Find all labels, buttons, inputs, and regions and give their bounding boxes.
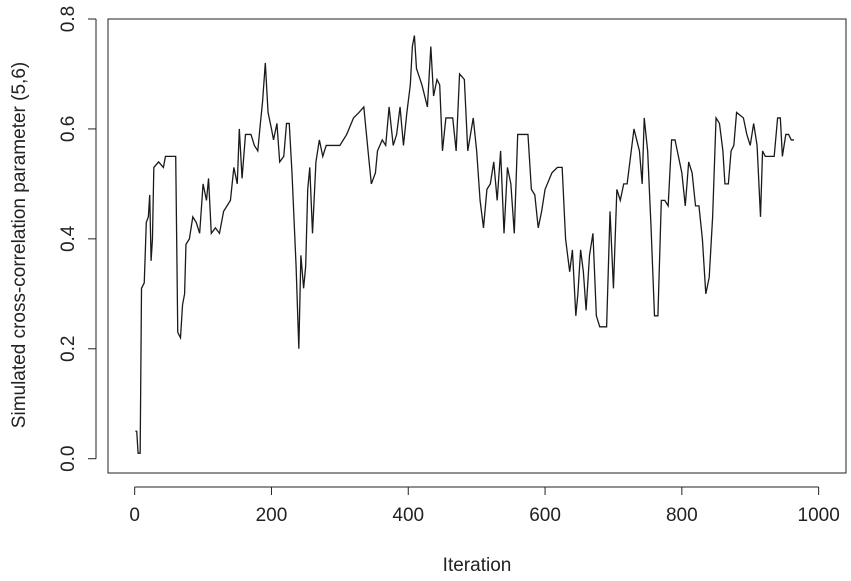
plot-frame — [107, 18, 847, 474]
x-tick-label: 200 — [256, 505, 288, 526]
trace-line — [135, 35, 795, 454]
y-tick-label: 0.4 — [58, 225, 79, 252]
x-tick-label: 0 — [129, 505, 140, 526]
x-tick-label: 1000 — [798, 505, 840, 526]
x-tick-label: 800 — [666, 505, 698, 526]
x-axis-label: Iteration — [443, 555, 512, 576]
x-tick-label: 600 — [529, 505, 561, 526]
x-tick-label: 400 — [392, 505, 424, 526]
y-tick-label: 0.6 — [58, 116, 79, 142]
y-tick-label: 0.8 — [58, 6, 79, 32]
y-tick-label: 0.0 — [58, 445, 79, 471]
y-tick-label: 0.2 — [58, 336, 79, 362]
y-axis-label: Simulated cross-correlation parameter (5… — [9, 62, 30, 428]
